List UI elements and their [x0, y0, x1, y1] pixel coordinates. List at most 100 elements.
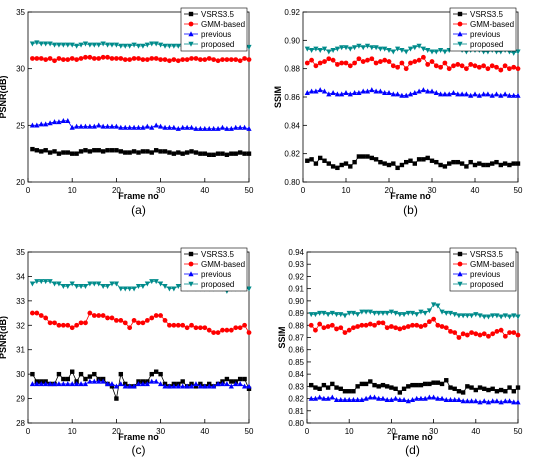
legend-marker — [457, 271, 463, 277]
data-point — [140, 43, 146, 49]
data-point — [321, 46, 328, 52]
data-point — [246, 151, 252, 156]
data-point — [352, 159, 357, 165]
data-point — [317, 386, 322, 391]
x-tick-label: 0 — [305, 427, 310, 436]
x-tick-label: 40 — [200, 427, 209, 436]
data-point — [175, 43, 181, 49]
data-point — [376, 310, 382, 316]
data-point — [412, 59, 418, 64]
data-point — [455, 91, 461, 97]
data-point — [96, 281, 102, 287]
data-point — [313, 88, 319, 94]
x-tick-label: 40 — [471, 186, 480, 195]
data-point — [69, 325, 75, 331]
data-point — [135, 124, 142, 130]
data-point — [166, 383, 173, 389]
data-point — [452, 396, 458, 402]
data-point — [219, 381, 226, 387]
data-point — [65, 284, 71, 289]
data-point — [498, 387, 504, 393]
legend-marker — [188, 261, 194, 267]
y-tick-label: 0.86 — [288, 346, 304, 355]
data-point — [468, 398, 475, 404]
series-GMM-based — [304, 54, 521, 73]
data-point — [313, 161, 319, 166]
data-point — [215, 151, 221, 156]
data-point — [158, 313, 164, 318]
data-point — [91, 42, 97, 48]
data-point — [237, 124, 243, 130]
data-point — [494, 64, 499, 70]
data-point — [149, 279, 155, 285]
data-point — [343, 60, 349, 66]
data-point — [431, 316, 436, 322]
data-point — [87, 123, 93, 129]
data-point — [131, 318, 137, 323]
data-point — [127, 43, 133, 49]
data-point — [511, 313, 517, 319]
data-point — [334, 385, 339, 390]
data-point — [193, 381, 199, 387]
data-point — [171, 124, 177, 130]
data-point — [395, 91, 401, 97]
data-point — [175, 284, 181, 289]
data-point — [237, 150, 243, 155]
data-point — [313, 63, 319, 69]
data-point — [317, 87, 323, 93]
data-point — [38, 41, 44, 47]
data-point — [391, 161, 396, 166]
panel-2: 0 10 20 30 40 50 28 29 30 31 32 33 34 35 Frame no PSNR(… — [0, 247, 254, 457]
data-point — [334, 46, 340, 52]
data-point — [360, 59, 366, 64]
data-point — [171, 286, 177, 292]
data-point — [122, 320, 128, 326]
data-point — [118, 286, 124, 292]
data-point — [452, 330, 458, 336]
data-point — [47, 120, 53, 126]
data-point — [486, 387, 491, 393]
data-point — [435, 395, 441, 401]
data-point — [418, 395, 424, 401]
data-point — [330, 57, 336, 63]
data-point — [180, 322, 186, 328]
data-point — [92, 371, 97, 377]
data-point — [330, 164, 336, 169]
data-point — [309, 48, 315, 54]
data-point — [338, 396, 344, 402]
data-point — [29, 41, 36, 47]
x-tick-label: 0 — [301, 186, 306, 195]
data-point — [347, 63, 353, 69]
data-point — [56, 371, 62, 377]
data-point — [372, 382, 377, 388]
data-point — [193, 56, 199, 61]
data-point — [477, 399, 483, 405]
data-point — [511, 50, 517, 56]
data-point — [131, 56, 137, 61]
data-point — [384, 310, 390, 316]
data-point — [422, 395, 428, 401]
data-point — [456, 389, 462, 394]
data-point — [228, 327, 234, 333]
data-point — [65, 42, 71, 48]
x-tick-label: 40 — [471, 427, 480, 436]
legend-entry: proposed — [470, 280, 503, 289]
data-point — [485, 66, 491, 72]
legend-marker — [188, 21, 194, 27]
x-tick-label: 50 — [514, 186, 523, 195]
data-point — [494, 398, 500, 404]
data-point — [464, 332, 470, 338]
data-point — [65, 376, 70, 382]
data-point — [83, 376, 88, 382]
data-point — [140, 320, 146, 326]
data-point — [347, 389, 352, 394]
data-point — [149, 41, 155, 47]
y-tick-label: 25 — [16, 121, 25, 130]
data-point — [339, 45, 345, 51]
data-point — [468, 159, 473, 165]
legend-entry: VSRS3.5 — [201, 250, 234, 259]
data-point — [317, 321, 323, 327]
data-point — [378, 159, 383, 165]
data-point — [498, 92, 504, 98]
data-point — [158, 42, 164, 48]
